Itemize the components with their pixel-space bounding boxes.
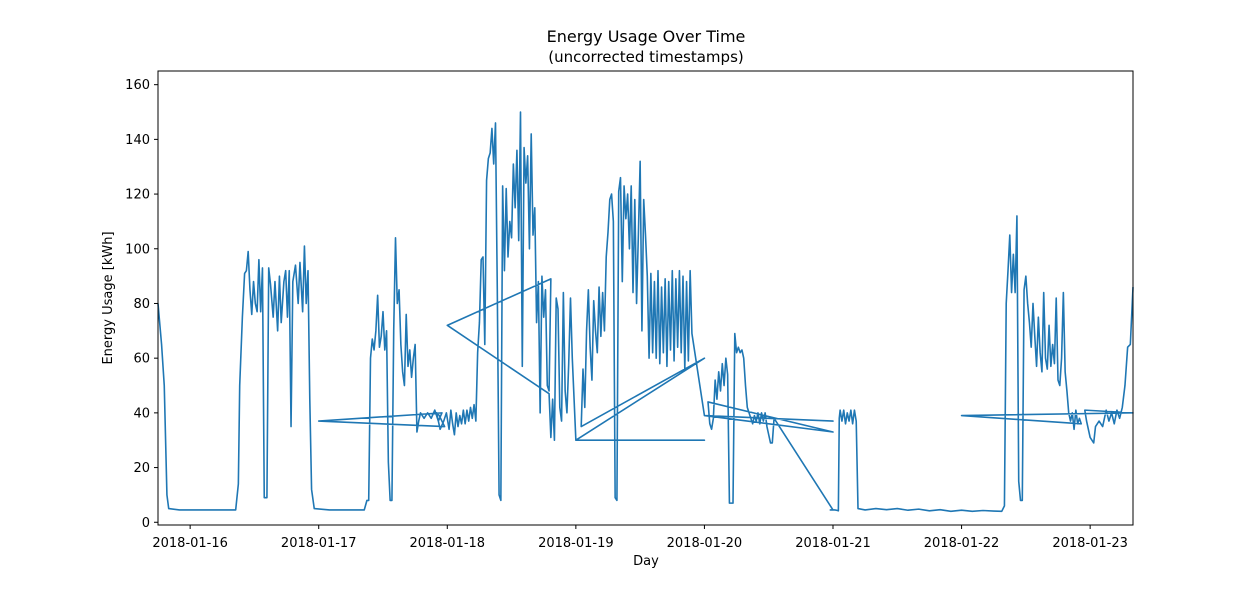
- y-tick-label: 160: [125, 78, 150, 93]
- series-line: [157, 111, 1134, 513]
- series-group: [157, 111, 1134, 513]
- plot-area: [157, 70, 1134, 526]
- y-axis-label: Energy Usage [kWh]: [101, 231, 116, 364]
- chart-title: Energy Usage Over Time: [547, 27, 746, 46]
- y-tick-label: 0: [142, 516, 150, 531]
- x-tick-label: 2018-01-21: [795, 536, 871, 551]
- x-tick-label: 2018-01-22: [924, 536, 1000, 551]
- plot-frame: [157, 70, 1134, 526]
- x-tick-label: 2018-01-20: [667, 536, 743, 551]
- y-tick-label: 80: [133, 297, 150, 312]
- y-tick-label: 20: [133, 461, 150, 476]
- y-tick-label: 60: [133, 352, 150, 367]
- x-axis-label: Day: [633, 554, 659, 569]
- x-tick-label: 2018-01-16: [152, 536, 228, 551]
- y-tick-label: 120: [125, 188, 150, 203]
- y-tick-label: 140: [125, 133, 150, 148]
- y-tick-label: 40: [133, 406, 150, 421]
- x-tick-label: 2018-01-19: [538, 536, 614, 551]
- x-tick-label: 2018-01-17: [281, 536, 357, 551]
- y-axis: 0 20 40 60 80 100 120 140 160: [125, 78, 158, 531]
- chart-subtitle: (uncorrected timestamps): [548, 48, 743, 66]
- y-tick-label: 100: [125, 242, 150, 257]
- x-axis: 2018-01-16 2018-01-17 2018-01-18 2018-01-19…: [152, 525, 1128, 551]
- x-tick-label: 2018-01-23: [1052, 536, 1128, 551]
- x-tick-label: 2018-01-18: [410, 536, 486, 551]
